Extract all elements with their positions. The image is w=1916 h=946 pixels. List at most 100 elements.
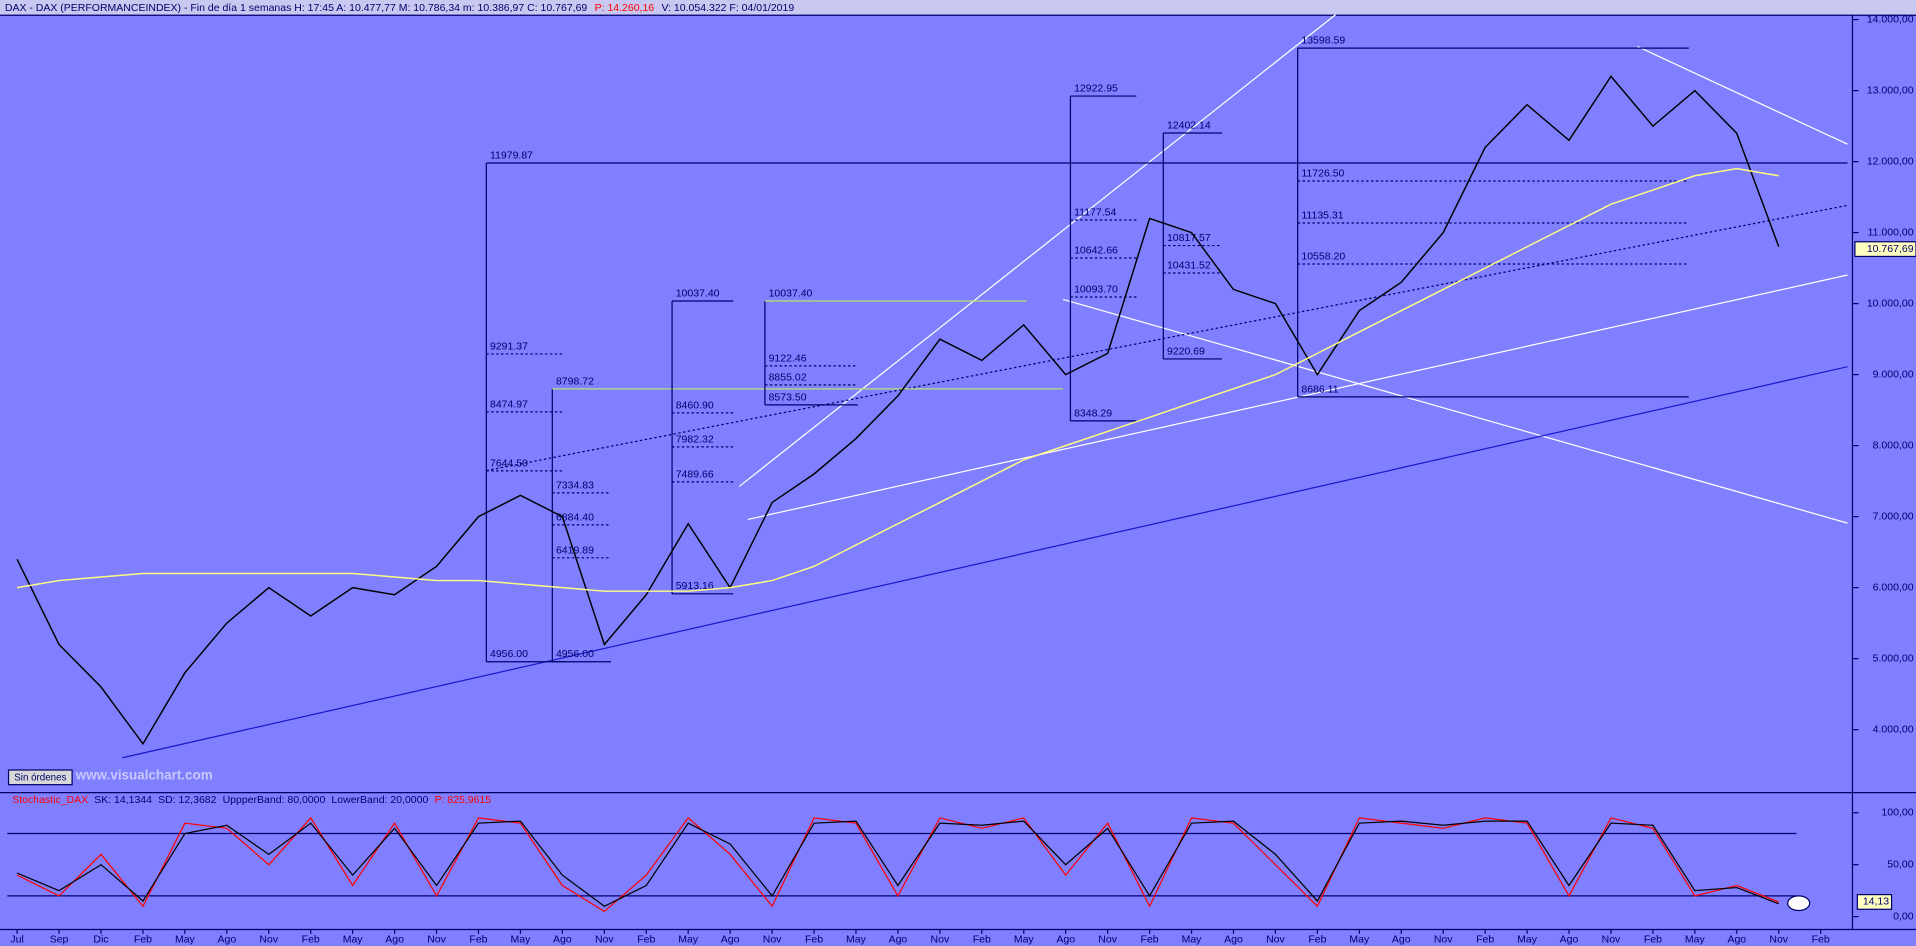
stoch-stat: SK: 14,1344 xyxy=(94,794,152,806)
header-bar xyxy=(0,0,1916,15)
y-tick-label: 0,00 xyxy=(1893,910,1914,922)
x-tick-label: Feb xyxy=(973,934,991,946)
header-part: DAX - DAX (PERFORMANCEINDEX) - Fin de dí… xyxy=(5,2,588,14)
fib-label: 8686.11 xyxy=(1301,383,1338,395)
fib-label: 13598.59 xyxy=(1301,35,1345,47)
x-tick-label: Ago xyxy=(217,934,236,946)
fib-label: 7982.32 xyxy=(676,433,714,445)
fib-label: 10817.57 xyxy=(1167,232,1211,244)
fib-label: 8855.02 xyxy=(769,371,807,383)
x-tick-label: Nov xyxy=(1434,934,1453,946)
y-tick-label: 11.000,00 xyxy=(1868,226,1914,238)
y-tick-label: 50,00 xyxy=(1887,858,1913,870)
fib-label: 10037.40 xyxy=(676,287,720,299)
fib-label: 12402.14 xyxy=(1167,119,1211,131)
fib-label: 7644.50 xyxy=(490,457,528,469)
x-tick-label: Feb xyxy=(1476,934,1494,946)
y-tick-label: 12.000,00 xyxy=(1867,155,1914,167)
x-tick-label: May xyxy=(846,934,867,946)
x-tick-label: Ago xyxy=(553,934,572,946)
header-text: DAX - DAX (PERFORMANCEINDEX) - Fin de dí… xyxy=(5,2,794,14)
fib-label: 10642.66 xyxy=(1074,244,1118,256)
x-tick-label: Ago xyxy=(1392,934,1411,946)
x-tick-label: Ago xyxy=(889,934,908,946)
trend-line xyxy=(1637,45,1848,145)
stoch-p: P: 825,9615 xyxy=(434,794,491,806)
y-tick-label: 9.000,00 xyxy=(1873,368,1914,380)
orders-button[interactable] xyxy=(7,769,73,786)
fib-label: 11726.50 xyxy=(1301,167,1344,179)
x-tick-label: Ago xyxy=(1224,934,1243,946)
fib-label: 11177.54 xyxy=(1074,206,1116,218)
x-tick-label: Nov xyxy=(259,934,278,946)
last-stoch-box xyxy=(1856,894,1893,910)
x-tick-label: Nov xyxy=(763,934,782,946)
last-stoch-label: 14,13 xyxy=(1863,896,1889,908)
stoch-stat: SD: 12,3682 xyxy=(158,794,217,806)
x-tick-label: May xyxy=(343,934,364,946)
x-tick-label: Feb xyxy=(302,934,320,946)
trend-line xyxy=(486,204,1848,472)
series-line xyxy=(16,167,1779,592)
x-tick-label: May xyxy=(678,934,699,946)
x-tick-label: Nov xyxy=(931,934,950,946)
y-tick-label: 8.000,00 xyxy=(1873,439,1914,451)
x-tick-label: Ago xyxy=(1560,934,1579,946)
trend-line xyxy=(122,366,1848,759)
stoch-header: Stochastic_DAX SK: 14,1344 SD: 12,3682 Uppp… xyxy=(12,794,491,806)
fib-label: 8460.90 xyxy=(676,399,714,411)
watermark: www.visualchart.com xyxy=(75,768,213,783)
y-tick-label: 13.000,00 xyxy=(1867,84,1914,96)
x-tick-label: Feb xyxy=(469,934,487,946)
x-tick-label: Jul xyxy=(10,934,23,946)
fib-label: 10431.52 xyxy=(1167,259,1211,271)
x-tick-label: Nov xyxy=(1602,934,1621,946)
x-tick-label: Nov xyxy=(1769,934,1788,946)
fib-label: 4956.00 xyxy=(556,648,594,660)
x-tick-label: Ago xyxy=(721,934,740,946)
fib-label: 7334.83 xyxy=(556,479,594,491)
fib-label: 9220.69 xyxy=(1167,345,1205,357)
x-tick-label: May xyxy=(1685,934,1706,946)
series-line xyxy=(16,816,1779,913)
x-tick-label: Ago xyxy=(1727,934,1746,946)
orders-button-label[interactable]: Sin órdenes xyxy=(14,773,66,784)
x-tick-label: Feb xyxy=(1141,934,1159,946)
x-tick-label: Feb xyxy=(134,934,152,946)
y-tick-label: 7.000,00 xyxy=(1873,510,1914,522)
fib-label: 7489.66 xyxy=(676,468,714,480)
stoch-stat: UppperBand: 80,0000 xyxy=(223,794,326,806)
x-tick-label: May xyxy=(511,934,532,946)
x-tick-label: Ago xyxy=(1056,934,1075,946)
fib-label: 10558.20 xyxy=(1301,250,1345,262)
stoch-cursor xyxy=(1787,895,1811,912)
fib-label: 9122.46 xyxy=(769,352,807,364)
fib-label: 8798.72 xyxy=(556,375,594,387)
y-tick-label: 5.000,00 xyxy=(1873,652,1914,664)
x-tick-label: Feb xyxy=(1644,934,1662,946)
header-part: V: 10.054.322 F: 04/01/2019 xyxy=(661,2,794,14)
y-tick-label: 6.000,00 xyxy=(1873,581,1914,593)
stoch-title: Stochastic_DAX xyxy=(12,794,88,806)
x-tick-label: Feb xyxy=(805,934,823,946)
x-tick-label: Feb xyxy=(1812,934,1830,946)
x-tick-label: May xyxy=(175,934,196,946)
x-tick-label: May xyxy=(1517,934,1538,946)
x-tick-label: Nov xyxy=(595,934,614,946)
fib-label: 10093.70 xyxy=(1074,283,1118,295)
x-tick-label: Sep xyxy=(50,934,69,946)
fib-label: 6884.40 xyxy=(556,511,594,523)
x-tick-label: Nov xyxy=(1098,934,1117,946)
fib-label: 6419.89 xyxy=(556,544,594,556)
fib-label: 4956.00 xyxy=(490,648,528,660)
fib-label: 8474.97 xyxy=(490,398,528,410)
y-tick-label: 4.000,00 xyxy=(1873,723,1914,735)
x-tick-label: Nov xyxy=(427,934,446,946)
fib-label: 8573.50 xyxy=(769,391,807,403)
fib-label: 8348.29 xyxy=(1074,407,1112,419)
x-tick-label: May xyxy=(1014,934,1035,946)
y-tick-label: 100,00 xyxy=(1881,807,1913,819)
y-tick-label: 14.000,00 xyxy=(1867,13,1914,25)
header-part: P: 14.260,16 xyxy=(595,2,655,14)
